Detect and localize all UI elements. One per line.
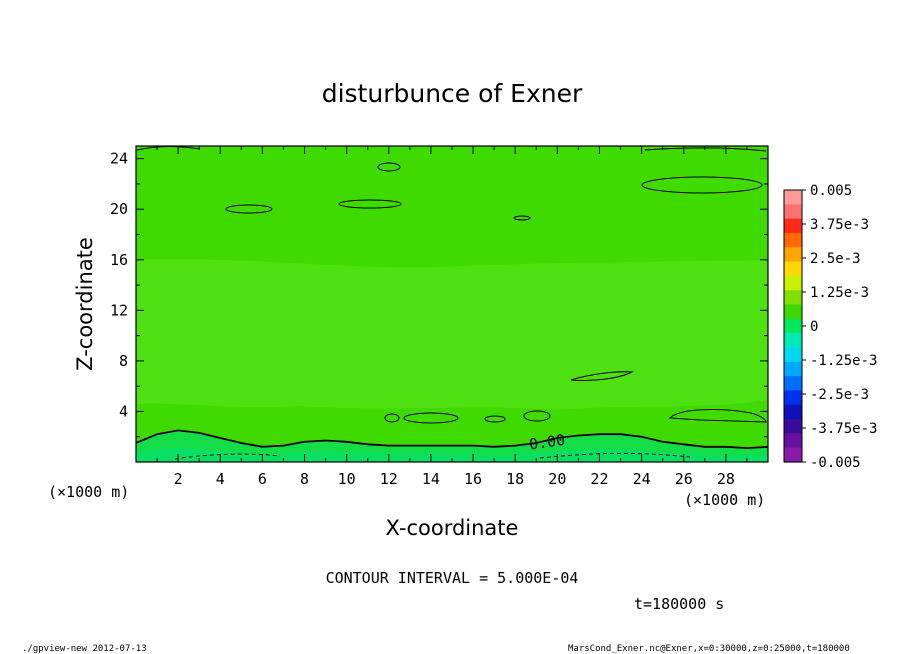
colorbar-label: 1.25e-3 [810, 285, 869, 301]
zero-contour-line [135, 429, 769, 450]
x-tick-label: 26 [675, 470, 693, 488]
x-tick-label: 20 [548, 470, 566, 488]
colorbar-swatch [784, 376, 802, 392]
contour-island-f [570, 371, 634, 381]
colorbar: 0.005 3.75e-3 2.5e-3 1.25e-3 0 -1.25e-3 -2.5e-… [783, 183, 877, 471]
colorbar-swatch [784, 433, 802, 449]
contour-island-e [513, 215, 531, 221]
colorbar-swatch [784, 218, 802, 234]
contour-island-d [338, 199, 402, 209]
colorbar-label: 3.75e-3 [810, 217, 869, 233]
x-tick-label: 16 [464, 470, 482, 488]
y-tick-label: 24 [110, 150, 128, 168]
x-unit-label-left: (×1000 m) [48, 483, 129, 501]
plot-area: 0.00 [135, 145, 769, 463]
contour-island-h [403, 412, 459, 424]
time-text: t=180000 s [634, 595, 724, 613]
contour-island-c [225, 204, 273, 214]
colorbar-swatch [784, 318, 802, 334]
colorbar-swatch [784, 390, 802, 406]
colorbar-swatch [784, 361, 802, 377]
colorbar-swatch [784, 232, 802, 248]
negative-contour-line [174, 452, 691, 460]
footer-left-text: ./gpview-new 2012-07-13 [22, 644, 147, 654]
x-tick-label: 12 [380, 470, 398, 488]
y-tick-label: 8 [119, 352, 128, 370]
y-tick-label: 4 [119, 402, 128, 420]
colorbar-swatch [784, 404, 802, 420]
colorbar-swatch [784, 275, 802, 291]
field-light-band [136, 259, 768, 410]
x-tick-label: 18 [506, 470, 524, 488]
colorbar-label: -0.005 [810, 455, 861, 471]
y-tick-label: 20 [110, 200, 128, 218]
x-tick-label: 14 [422, 470, 440, 488]
contour-island-k [668, 409, 767, 423]
colorbar-swatch [784, 247, 802, 263]
y-tick-label: 12 [110, 301, 128, 319]
colorbar-label: -1.25e-3 [810, 353, 877, 369]
colorbar-label: 0.005 [810, 183, 852, 199]
colorbar-swatch [784, 333, 802, 349]
colorbar-swatch [784, 204, 802, 220]
x-tick-label: 24 [633, 470, 651, 488]
x-tick-label: 4 [216, 470, 225, 488]
x-tick-label: 6 [258, 470, 267, 488]
colorbar-swatch [784, 261, 802, 277]
x-tick-label: 28 [717, 470, 735, 488]
zero-contour-label: 0.00 [528, 431, 566, 454]
colorbar-swatch [784, 290, 802, 306]
x-tick-label: 8 [300, 470, 309, 488]
colorbar-swatch [784, 304, 802, 320]
contour-island-j [523, 410, 551, 422]
colorbar-swatch [784, 419, 802, 434]
footer-right-text: MarsCond_Exner.nc@Exner,x=0:30000,z=0:25… [568, 644, 850, 654]
y-axis-label: Z-coordinate [73, 237, 97, 371]
colorbar-label: 0 [810, 319, 818, 335]
chart-title: disturbunce of Exner [322, 79, 583, 108]
y-axis: 4 8 12 16 20 24 [110, 150, 768, 438]
x-axis: 2 4 6 8 10 12 14 16 18 20 22 24 26 28 [156, 146, 748, 488]
x-tick-label: 2 [174, 470, 183, 488]
field-negative-core [136, 447, 768, 462]
colorbar-swatch [784, 190, 802, 205]
y-tick-label: 16 [110, 251, 128, 269]
colorbar-label: 2.5e-3 [810, 251, 861, 267]
contour-island-b [641, 176, 763, 194]
colorbar-label: -3.75e-3 [810, 421, 877, 437]
x-axis-label: X-coordinate [386, 516, 519, 540]
contour-island-top-right [644, 147, 767, 152]
x-tick-label: 10 [338, 470, 356, 488]
colorbar-swatch [784, 347, 802, 363]
x-unit-label-right: (×1000 m) [684, 491, 765, 509]
colorbar-label: -2.5e-3 [810, 387, 869, 403]
contour-island-i [484, 415, 506, 423]
x-tick-label: 22 [590, 470, 608, 488]
contour-island-a [377, 162, 401, 172]
contour-interval-text: CONTOUR INTERVAL = 5.000E-04 [326, 569, 579, 587]
contour-island-g [384, 413, 400, 423]
colorbar-swatch [784, 447, 802, 463]
